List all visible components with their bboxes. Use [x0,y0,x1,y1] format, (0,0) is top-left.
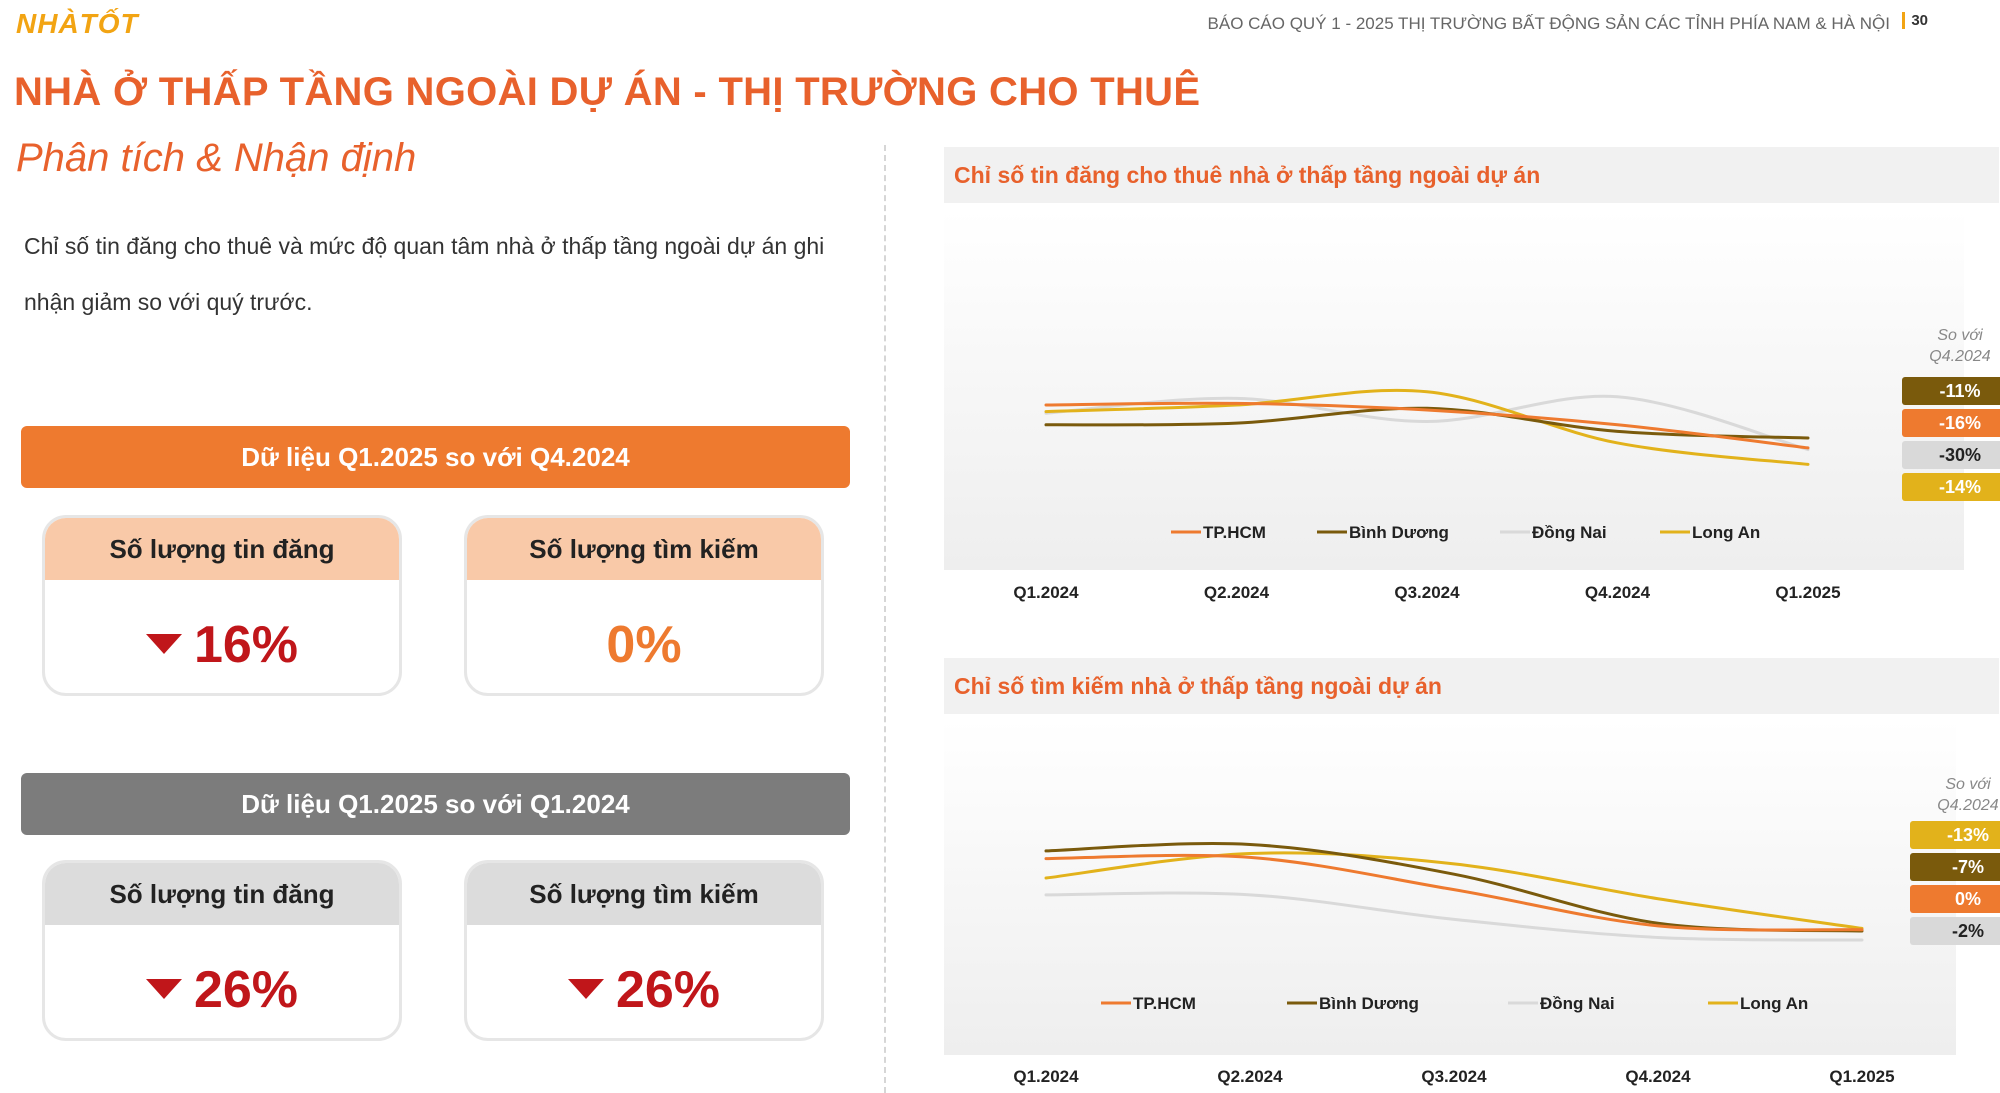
x-tick-label: Q3.2024 [1394,583,1460,602]
card-value-text: 26% [615,961,721,1019]
change-badge-label: -7% [1952,857,1984,877]
legend-label: Đồng Nai [1540,994,1615,1013]
search-count-card-q1: Số lượng tìm kiếm 26% [464,860,824,1041]
change-badge [1910,885,2000,913]
x-tick-label: Q4.2024 [1585,583,1651,602]
down-triangle-icon [145,979,182,1000]
listing-count-card-q4: Số lượng tin đăng 16% [42,515,402,696]
legend-label: Đồng Nai [1532,523,1607,542]
nhatot-logo: NHÀTỐT [16,8,139,39]
change-badge-label: -13% [1947,825,1989,845]
page-number: 30 [1902,12,1928,29]
series-line--ng-nai [1044,394,1810,452]
page-subtitle: Phân tích & Nhận định [16,136,417,180]
legend-label: Long An [1740,994,1808,1013]
down-triangle-icon [567,979,604,1000]
x-tick-label: Q1.2024 [1013,1067,1079,1086]
change-badge [1902,473,2000,501]
x-tick-label: Q2.2024 [1204,583,1270,602]
x-tick-label: Q1.2025 [1775,583,1840,602]
change-badge [1910,821,2000,849]
change-badge [1902,377,2000,405]
plot-area [944,210,1964,570]
legend-label: TP.HCM [1203,523,1266,542]
card-value-text: 26% [193,961,299,1019]
annotation-header: So với [1937,327,1983,344]
annotation-header: Q4.2024 [1937,797,1998,814]
card-value: 26% [45,925,399,1038]
search-index-chart: Q1.2024 Q2.2024 Q3.2024 Q4.2024 Q1.2025 TP.HC… [944,720,2000,1086]
series-line-long-an [1044,388,1810,466]
legend-label: Long An [1692,523,1760,542]
change-badge-label: -30% [1939,445,1981,465]
search-count-card-q4: Số lượng tìm kiếm 0% [464,515,824,696]
series-line-tp-hcm [1044,853,1864,932]
change-badge-label: 0% [1955,889,1981,909]
comparison-banner-q1: Dữ liệu Q1.2025 so với Q1.2024 [21,773,850,835]
listing-chart-title: Chỉ số tin đăng cho thuê nhà ở thấp tầng… [944,147,1999,203]
report-title: BÁO CÁO QUÝ 1 - 2025 THỊ TRƯỜNG BẤT ĐỘNG… [1207,14,1890,33]
x-tick-label: Q3.2024 [1421,1067,1487,1086]
card-label: Số lượng tìm kiếm [467,518,821,580]
card-label: Số lượng tìm kiếm [467,863,821,925]
series-line-tp-hcm [1044,401,1810,450]
listing-count-card-q1: Số lượng tin đăng 26% [42,860,402,1041]
legend-label: Bình Dương [1349,523,1449,542]
change-badge-label: -2% [1952,921,1984,941]
card-value: 0% [467,580,821,693]
search-chart-title: Chỉ số tìm kiếm nhà ở thấp tầng ngoài dự… [944,658,1999,714]
change-badge-label: -16% [1939,413,1981,433]
change-badge [1910,917,2000,945]
annotation-header: So với [1945,776,1991,793]
card-label: Số lượng tin đăng [45,863,399,925]
card-value-text: 16% [193,616,299,674]
down-triangle-icon [145,634,182,655]
x-tick-label: Q1.2025 [1829,1067,1894,1086]
card-value: 16% [45,580,399,693]
series-line-long-an [1044,851,1864,930]
x-tick-label: Q4.2024 [1625,1067,1691,1086]
listing-index-chart: Q1.2024 Q2.2024 Q3.2024 Q4.2024 Q1.2025 TP.HC… [944,210,2000,602]
legend-label: Bình Dương [1319,994,1419,1013]
series-line-b-nh-d-ng [1044,406,1810,440]
legend-label: TP.HCM [1133,994,1196,1013]
analysis-description: Chỉ số tin đăng cho thuê và mức độ quan … [24,233,825,315]
change-badge-label: -11% [1939,381,1980,401]
change-badge [1910,853,2000,881]
change-badge [1902,409,2000,437]
column-divider [884,145,886,1093]
series-line--ng-nai [1044,891,1864,942]
x-tick-label: Q2.2024 [1217,1067,1283,1086]
card-value-text: 0% [606,616,682,674]
annotation-header: Q4.2024 [1929,348,1990,365]
page-title: NHÀ Ở THẤP TẦNG NGOÀI DỰ ÁN - THỊ TRƯỜNG… [14,70,1201,114]
card-label: Số lượng tin đăng [45,518,399,580]
change-badge [1902,441,2000,469]
card-value: 26% [467,925,821,1038]
change-badge-label: -14% [1939,477,1981,497]
comparison-banner-q4: Dữ liệu Q1.2025 so với Q4.2024 [21,426,850,488]
x-tick-label: Q1.2024 [1013,583,1079,602]
